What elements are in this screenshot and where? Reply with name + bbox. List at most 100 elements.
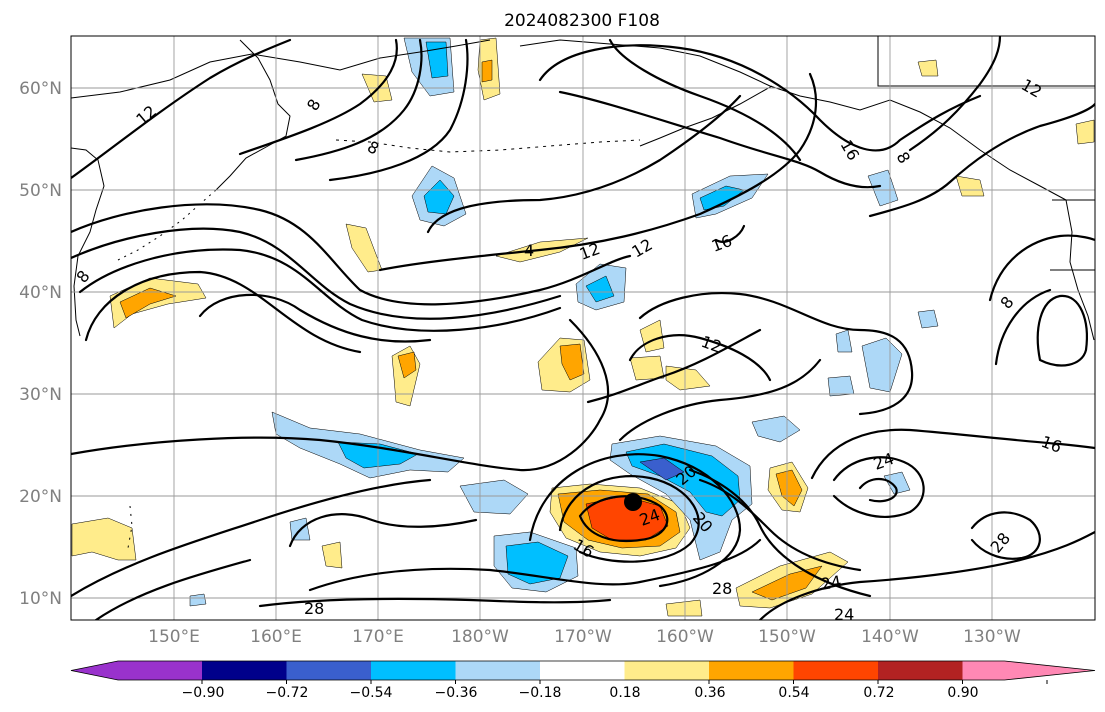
negative-shade (459, 479, 529, 515)
contour-line (988, 234, 1095, 302)
lon-label: 180°W (451, 627, 509, 647)
colorbar-swatch (286, 661, 372, 680)
coastline-alaska-peninsula (639, 85, 773, 147)
contour-line (628, 334, 772, 382)
contour-line (994, 288, 1052, 366)
contour-line (198, 293, 432, 343)
negative-shade (585, 275, 615, 303)
positive-shade (345, 223, 383, 273)
contour-line (308, 538, 762, 592)
colorbar-swatch (878, 661, 963, 680)
lon-label: 170°E (352, 627, 404, 647)
colorbar-swatch (202, 661, 287, 680)
coastline-asia (71, 147, 105, 337)
map-title: 2024082300 F108 (504, 11, 660, 31)
map-plot-area: 12 8 8 16 8 12 4 12 12 16 8 12 8 16 24 2… (71, 36, 1095, 624)
colorbar-swatch (371, 661, 456, 680)
contour-line (858, 477, 898, 503)
coastline-north-america (1065, 199, 1095, 341)
negative-shade (423, 179, 455, 215)
negative-shade (189, 593, 207, 607)
aleutian-islands (335, 139, 641, 153)
positive-shade (917, 59, 939, 77)
lat-label: 20°N (19, 487, 62, 507)
contour-line (71, 227, 562, 320)
negative-shade (835, 329, 853, 353)
colorbar-swatch (624, 661, 710, 680)
storm-center-marker (624, 493, 642, 511)
contour-label: 24 (834, 605, 854, 624)
colorbar-tick-labels: −0.90 −0.72 −0.54 −0.36 −0.18 0.18 0.36 … (182, 685, 979, 701)
contour-line (71, 203, 632, 306)
negative-shade (827, 375, 855, 397)
contour-line (558, 475, 700, 563)
colorbar-extend-max (962, 661, 1095, 680)
lon-label: 170°W (554, 627, 612, 647)
lon-label: 160°W (656, 627, 714, 647)
contour-line (288, 513, 478, 548)
contour-line (71, 478, 432, 598)
coastline-alaska (519, 39, 1067, 201)
positive-shade (665, 599, 703, 617)
contour-line (328, 38, 469, 182)
graticule (71, 36, 1095, 620)
contour-line (426, 94, 742, 234)
contour-line (578, 495, 669, 542)
colorbar-outline (70, 660, 1096, 681)
contour-line (908, 36, 1002, 152)
colorbar-extend-min (71, 661, 202, 680)
colorbar-tick-label: −0.18 (519, 685, 562, 701)
colorbar-tick-label: 0.72 (863, 685, 894, 701)
colorbar-tick-label: −0.90 (182, 685, 225, 701)
lon-label: 160°E (250, 627, 302, 647)
negative-shade (861, 337, 903, 393)
contour-line (868, 102, 1095, 218)
contour-line (586, 328, 762, 404)
negative-shade (425, 41, 449, 79)
contour-line (378, 72, 818, 272)
contour-line (758, 530, 1095, 620)
colorbar-tick-label: 0.36 (694, 685, 725, 701)
contour-line (258, 597, 612, 608)
lat-label: 60°N (19, 79, 62, 99)
latitude-labels: 60°N 50°N 40°N 30°N 20°N 10°N (19, 79, 62, 609)
positive-shade (109, 277, 207, 329)
negative-shade (639, 457, 685, 481)
contour-line (71, 38, 292, 180)
contour-line (832, 456, 925, 518)
positive-shade (119, 287, 177, 319)
colorbar-swatch (540, 661, 625, 680)
colorbar-swatch (455, 661, 541, 680)
lat-label: 10°N (19, 589, 62, 609)
positive-shade (321, 541, 343, 569)
positive-shade (1075, 119, 1095, 145)
contour-line (688, 468, 872, 598)
positive-shade (397, 351, 417, 379)
colorbar-swatch (709, 661, 794, 680)
lat-label: 30°N (19, 385, 62, 405)
longitude-labels: 150°E 160°E 170°E 180°W 170°W 160°W 150°… (148, 627, 1021, 647)
contour-line (714, 224, 746, 243)
contour-line (970, 511, 1041, 560)
contour-label: 28 (304, 599, 324, 618)
colorbar-tick-label: 0.54 (778, 685, 809, 701)
contour-line (558, 90, 882, 189)
contour-label: 4 (524, 241, 534, 260)
lat-label: 40°N (19, 283, 62, 303)
positive-shade (559, 343, 585, 381)
contour-line (294, 38, 423, 162)
contour-line (618, 358, 822, 442)
lat-label: 50°N (19, 181, 62, 201)
contour-line (78, 248, 562, 332)
coastline-siberia (71, 39, 491, 99)
us-canada-border (1050, 199, 1095, 271)
colorbar (70, 660, 1096, 684)
lon-label: 130°W (963, 627, 1021, 647)
negative-shade (917, 309, 939, 329)
negative-shade (867, 169, 899, 207)
contour-lines (71, 36, 1095, 620)
lon-label: 150°W (758, 627, 816, 647)
positive-shade (629, 355, 665, 381)
positive-shade (955, 175, 985, 197)
colorbar-tick-label: −0.36 (435, 685, 478, 701)
